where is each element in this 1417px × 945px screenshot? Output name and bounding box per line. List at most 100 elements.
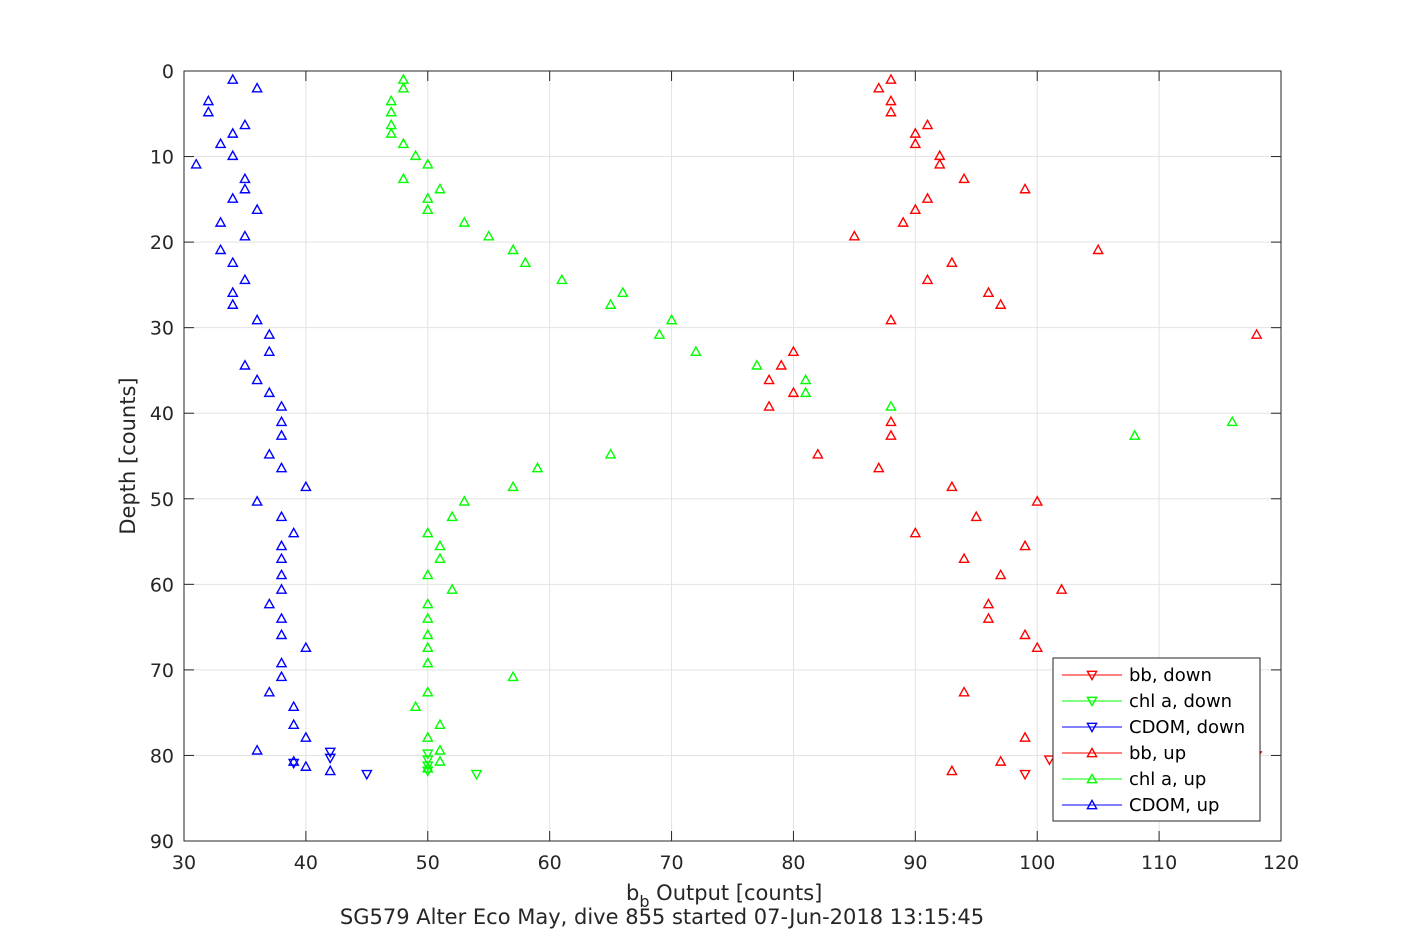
- x-tick-label: 120: [1263, 852, 1299, 874]
- cdom-up-point: [251, 203, 263, 214]
- bb-up-point: [970, 510, 983, 522]
- chl-a-up-point: [446, 583, 458, 594]
- cdom-up-point: [300, 480, 312, 492]
- bb-up-point: [921, 118, 934, 130]
- y-tick-label: 40: [150, 403, 174, 425]
- legend: bb, down chl a, down CDOM, down bb, up chl a…: [1052, 657, 1261, 822]
- x-tick-label: 80: [781, 852, 805, 874]
- chl-a-up-point: [799, 386, 812, 398]
- chl-a-up-point: [434, 552, 446, 564]
- bb-up-point: [1019, 539, 1031, 551]
- bb-up-point: [982, 612, 995, 623]
- bb-up-point: [885, 106, 897, 117]
- chl-a-up-point: [507, 480, 519, 492]
- cdom-down-point: [287, 758, 300, 770]
- bb-up-point: [787, 386, 800, 398]
- bb-up-point: [885, 73, 897, 84]
- bb-up-point: [994, 568, 1007, 580]
- chl-a-up-point: [1226, 415, 1239, 427]
- x-tick-label: 60: [538, 852, 562, 874]
- chl-a-up-point: [885, 400, 897, 411]
- chl-a-up-point: [397, 172, 410, 184]
- cdom-up-point: [251, 313, 263, 325]
- bb-up-point: [982, 286, 995, 297]
- y-tick-labels: 0 10 20 30 40 50 60 70 80 90: [150, 61, 174, 853]
- cdom-up-point: [300, 731, 312, 742]
- cdom-up-point: [275, 612, 288, 623]
- y-tick-label: 90: [150, 831, 174, 853]
- chl-a-up-point: [421, 628, 434, 640]
- chl-a-up-point: [397, 82, 410, 93]
- bb-up-point: [775, 359, 788, 370]
- bb-up-point: [787, 345, 800, 357]
- bb-up-point: [921, 192, 934, 203]
- cdom-up-point: [263, 597, 276, 609]
- bb-up-point: [909, 203, 922, 214]
- chl-a-up-point: [409, 700, 422, 712]
- chl-a-up-point: [421, 526, 434, 538]
- cdom-up-point: [263, 686, 276, 697]
- cdom-up-point: [287, 718, 300, 730]
- bb-up-point: [1019, 628, 1031, 640]
- chl-a-up-point: [421, 657, 434, 668]
- legend-marker-cdom-down: [1086, 722, 1098, 734]
- legend-marker-cdom-up: [1086, 798, 1098, 810]
- chl-a-up-point: [556, 273, 568, 285]
- chl-a-up-point: [421, 762, 434, 773]
- chl-a-up-point: [617, 286, 629, 297]
- cdom-up-point: [226, 73, 239, 84]
- cdom-up-point: [263, 386, 276, 398]
- cdom-up-point: [239, 273, 251, 285]
- x-tick-labels: 30 40 50 60 70 80 90 100 110 120: [172, 852, 1299, 874]
- cdom-up-point: [275, 415, 288, 427]
- bb-up-point: [946, 256, 958, 268]
- chl-a-up-point: [421, 192, 434, 203]
- cdom-up-point: [287, 755, 300, 766]
- chl-a-up-point: [434, 183, 446, 194]
- chl-a-down-point: [421, 761, 434, 772]
- bb-down-point: [1019, 769, 1031, 781]
- bb-up-point: [885, 429, 897, 440]
- chl-a-up-point: [434, 718, 446, 730]
- cdom-up-point: [275, 429, 288, 440]
- chl-a-up-point: [421, 568, 434, 580]
- bb-up-point: [958, 686, 970, 697]
- cdom-up-point: [239, 230, 251, 241]
- chl-a-up-point: [421, 686, 434, 697]
- chl-a-up-point: [421, 641, 434, 653]
- cdom-up-point: [324, 764, 337, 776]
- x-tick-label: 50: [416, 852, 440, 874]
- bb-up-point: [885, 94, 897, 106]
- bb-up-point: [982, 597, 995, 609]
- bb-up-point: [1019, 183, 1031, 194]
- bb-up-point: [763, 373, 775, 385]
- cdom-up-point: [239, 172, 251, 184]
- bb-up-point: [958, 552, 970, 564]
- bb-up-point: [885, 415, 897, 427]
- y-tick-label: 20: [150, 232, 174, 254]
- bb-up-point: [909, 137, 922, 149]
- x-tick-label: 90: [903, 852, 927, 874]
- cdom-up-point: [214, 137, 227, 149]
- cdom-up-point: [214, 216, 227, 227]
- y-tick-label: 30: [150, 318, 174, 340]
- chl-a-up-point: [421, 203, 434, 214]
- cdom-up-point: [239, 359, 251, 370]
- bb-up-point: [1055, 583, 1068, 594]
- legend-marker-chl-a-up: [1086, 772, 1098, 784]
- chl-a-up-point: [1128, 429, 1141, 440]
- bb-up-point: [958, 172, 970, 184]
- chl-a-up-point: [482, 230, 495, 241]
- cdom-up-point: [275, 670, 288, 682]
- cdom-up-point: [239, 118, 251, 130]
- chl-a-down-point: [421, 749, 434, 760]
- chl-a-up-point: [751, 359, 763, 370]
- bb-up-point: [763, 400, 775, 411]
- chl-a-up-point: [385, 106, 398, 117]
- legend-label-chl-a-down: chl a, down: [1129, 691, 1232, 712]
- bb-up-point: [909, 526, 922, 538]
- cdom-up-point: [300, 641, 312, 653]
- legend-label-bb-down: bb, down: [1129, 665, 1212, 686]
- chl-a-up-point: [385, 127, 398, 138]
- cdom-up-point: [275, 628, 288, 640]
